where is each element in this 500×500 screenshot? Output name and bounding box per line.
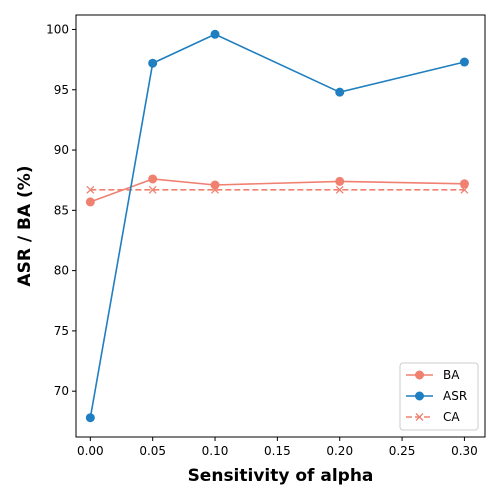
data-point-ca <box>148 185 157 194</box>
y-tick-label: 90 <box>54 143 69 157</box>
legend-label-asr: ASR <box>443 389 467 403</box>
y-tick-label: 95 <box>54 83 69 97</box>
x-tick-label: 0.15 <box>264 444 291 458</box>
data-point-ca <box>335 185 344 194</box>
x-tick-label: 0.10 <box>202 444 229 458</box>
legend-box <box>399 362 479 431</box>
data-point-asr <box>85 413 95 423</box>
y-axis-label: ASR / BA (%) <box>15 165 35 286</box>
data-point-ba <box>210 180 220 190</box>
legend-marker-ba <box>415 370 424 380</box>
plot-markers <box>85 29 469 423</box>
data-point-ba <box>148 174 158 184</box>
legend-marker-asr <box>415 391 424 401</box>
legend-marker-ca <box>415 413 424 421</box>
data-point-ba <box>459 179 469 189</box>
legend-label-ba: BA <box>443 368 460 382</box>
y-tick-label: 75 <box>54 324 69 338</box>
legend: BA ASR CA <box>399 362 479 431</box>
y-axis-ticks: 70 75 80 85 90 95 100 <box>46 22 76 398</box>
legend-label-ca: CA <box>443 410 460 424</box>
x-axis-label: Sensitivity of alpha <box>188 466 374 486</box>
y-tick-label: 85 <box>54 203 69 217</box>
x-tick-label: 0.20 <box>326 444 353 458</box>
plot-frame <box>75 14 486 438</box>
y-tick-label: 100 <box>46 22 69 36</box>
data-point-asr <box>335 87 345 97</box>
y-tick-label: 70 <box>54 384 69 398</box>
data-point-ca <box>86 185 95 194</box>
data-point-ba <box>335 176 345 186</box>
x-tick-label: 0.30 <box>451 444 478 458</box>
x-tick-label: 0.05 <box>139 444 166 458</box>
data-point-asr <box>459 57 469 67</box>
y-tick-label: 80 <box>54 264 69 278</box>
data-point-ba <box>85 197 95 207</box>
x-tick-label: 0.25 <box>389 444 416 458</box>
data-point-asr <box>148 58 158 68</box>
x-tick-label: 0.00 <box>77 444 104 458</box>
data-point-asr <box>210 29 220 39</box>
x-axis-ticks: 0.00 0.05 0.10 0.15 0.20 0.25 0.30 <box>77 437 478 458</box>
